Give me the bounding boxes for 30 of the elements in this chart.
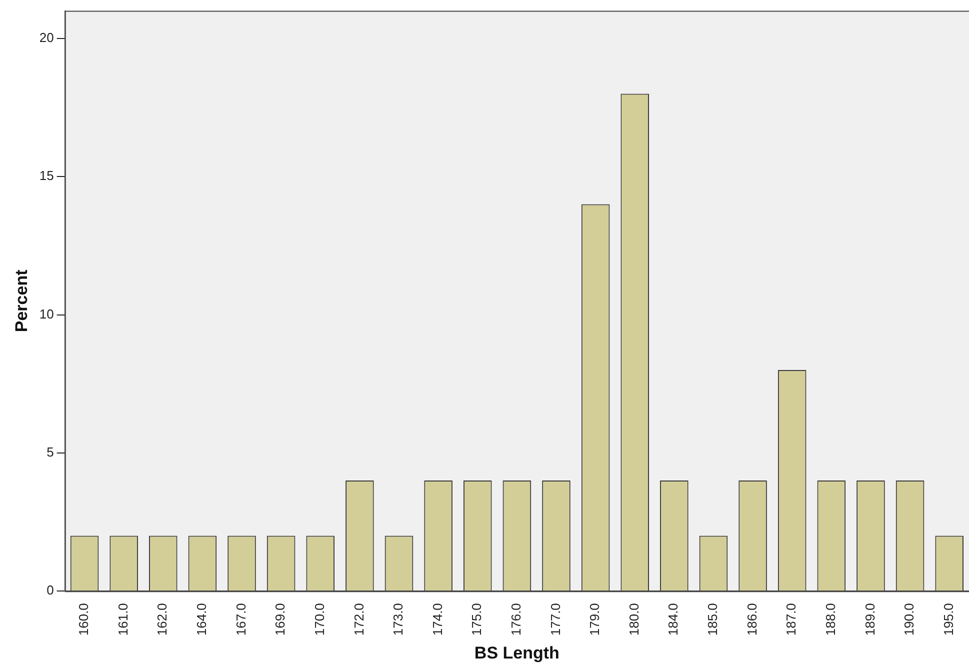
x-tick-label: 172.0 xyxy=(351,603,366,636)
x-tick-label: 161.0 xyxy=(115,603,130,636)
x-tick-label: 170.0 xyxy=(312,603,327,636)
y-tick-label: 10 xyxy=(39,306,54,322)
x-tick-label: 174.0 xyxy=(430,603,445,636)
x-tick-label: 189.0 xyxy=(862,603,878,636)
x-tick-label: 173.0 xyxy=(390,603,406,636)
x-tick-label: 180.0 xyxy=(626,603,642,636)
x-tick-label: 164.0 xyxy=(194,603,210,636)
x-tick-label: 185.0 xyxy=(705,603,720,636)
y-axis-title: Percent xyxy=(12,269,31,332)
x-axis-title: BS Length xyxy=(474,643,560,662)
y-tick-label: 0 xyxy=(46,582,54,598)
x-tick-label: 162.0 xyxy=(154,603,170,636)
x-tick-label: 175.0 xyxy=(469,603,484,636)
x-tick-label: 160.0 xyxy=(76,603,92,636)
x-tick-label: 179.0 xyxy=(587,603,602,636)
x-tick-label: 187.0 xyxy=(784,603,799,636)
y-tick-label: 20 xyxy=(39,30,54,46)
x-tick-label: 176.0 xyxy=(508,603,524,636)
y-tick-label: 5 xyxy=(46,444,54,460)
x-tick-label: 190.0 xyxy=(902,603,917,636)
x-tick-label: 188.0 xyxy=(822,603,838,636)
x-tick-label: 186.0 xyxy=(744,603,760,636)
x-tick-label: 167.0 xyxy=(233,603,248,636)
y-tick-label: 15 xyxy=(39,168,54,184)
x-tick-label: 195.0 xyxy=(940,603,956,636)
x-tick-label: 177.0 xyxy=(548,603,563,636)
x-tick-label: 169.0 xyxy=(272,603,288,636)
x-tick-label: 184.0 xyxy=(666,603,681,636)
